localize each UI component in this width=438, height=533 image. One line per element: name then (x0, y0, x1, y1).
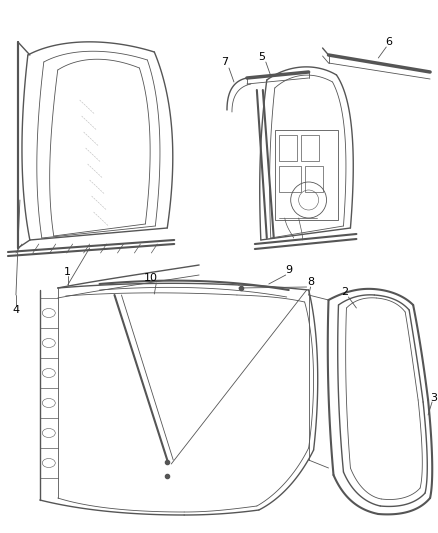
Bar (279, 166, 300, 192)
Bar (275, 130, 339, 220)
Text: 5: 5 (258, 52, 265, 62)
Text: 7: 7 (222, 57, 229, 67)
Text: 4: 4 (12, 305, 20, 315)
Text: 1: 1 (64, 267, 71, 277)
Text: 2: 2 (341, 287, 348, 297)
Text: 3: 3 (431, 393, 438, 403)
Text: 8: 8 (307, 277, 314, 287)
Bar (279, 135, 297, 161)
Bar (305, 166, 322, 192)
Bar (300, 135, 318, 161)
Text: 6: 6 (385, 37, 392, 47)
Text: 10: 10 (145, 273, 158, 283)
Text: 9: 9 (285, 265, 292, 275)
